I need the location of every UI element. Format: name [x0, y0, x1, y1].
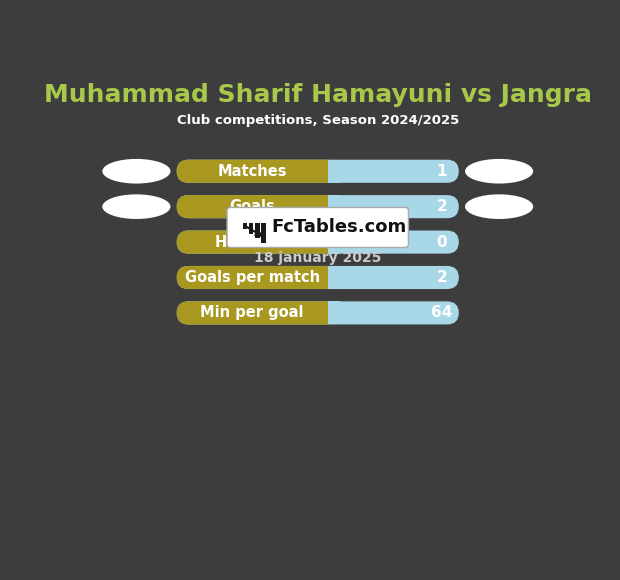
Text: FcTables.com: FcTables.com — [272, 219, 407, 237]
FancyBboxPatch shape — [177, 160, 459, 183]
Text: 1: 1 — [436, 164, 447, 179]
Bar — [242, 223, 247, 229]
Bar — [255, 223, 260, 238]
FancyBboxPatch shape — [177, 160, 339, 183]
Bar — [249, 223, 254, 234]
FancyBboxPatch shape — [177, 195, 459, 218]
Text: 18 january 2025: 18 january 2025 — [254, 251, 381, 265]
Bar — [327, 230, 340, 253]
Text: Min per goal: Min per goal — [200, 306, 304, 320]
Text: Muhammad Sharif Hamayuni vs Jangra: Muhammad Sharif Hamayuni vs Jangra — [44, 83, 591, 107]
FancyBboxPatch shape — [177, 195, 339, 218]
Text: Hattricks: Hattricks — [215, 234, 290, 249]
FancyBboxPatch shape — [177, 230, 339, 253]
Ellipse shape — [465, 159, 533, 183]
Text: 64: 64 — [431, 306, 453, 320]
FancyBboxPatch shape — [177, 266, 459, 289]
Bar — [261, 223, 266, 243]
Bar — [327, 266, 340, 289]
FancyBboxPatch shape — [177, 266, 339, 289]
Bar — [327, 195, 340, 218]
Text: Matches: Matches — [218, 164, 287, 179]
FancyBboxPatch shape — [177, 230, 459, 253]
Ellipse shape — [102, 159, 170, 183]
Text: 2: 2 — [436, 270, 447, 285]
Ellipse shape — [465, 194, 533, 219]
Text: Goals per match: Goals per match — [185, 270, 320, 285]
Ellipse shape — [102, 194, 170, 219]
FancyBboxPatch shape — [177, 302, 459, 324]
FancyBboxPatch shape — [227, 208, 409, 248]
Text: Goals: Goals — [229, 199, 275, 214]
Text: 0: 0 — [436, 234, 447, 249]
Text: Club competitions, Season 2024/2025: Club competitions, Season 2024/2025 — [177, 114, 459, 127]
FancyBboxPatch shape — [177, 302, 339, 324]
Text: 2: 2 — [436, 199, 447, 214]
Bar — [327, 160, 340, 183]
Bar — [327, 302, 340, 324]
